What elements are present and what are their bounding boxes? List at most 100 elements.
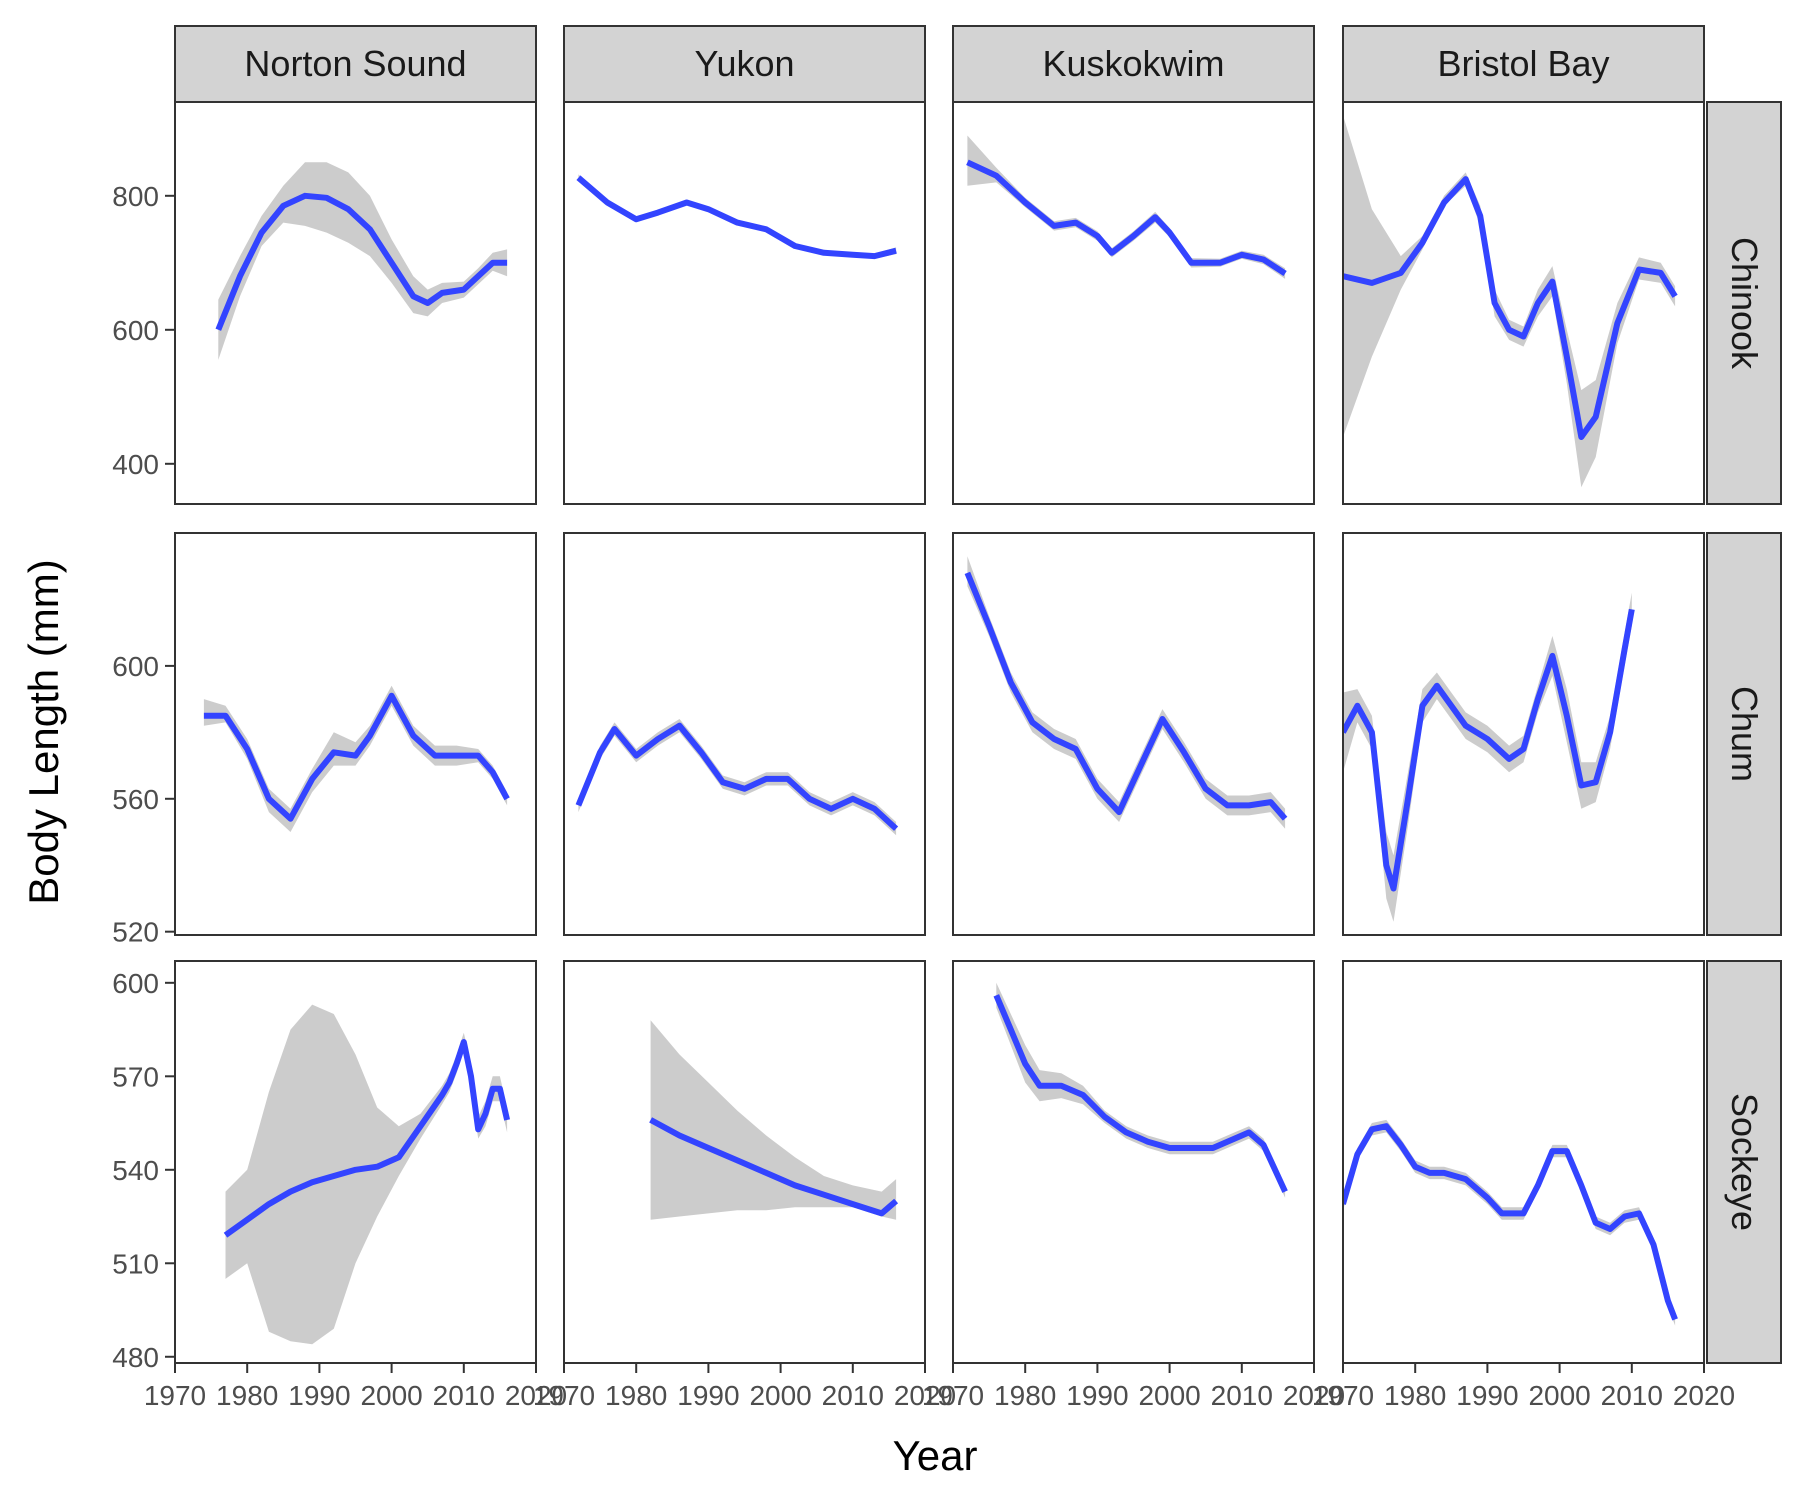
y-tick-label: 570: [112, 1061, 159, 1092]
panel-bristol-bay-chinook: [1342, 101, 1705, 505]
panel-kuskokwim-chum: [952, 532, 1315, 936]
x-tick-label: 1990: [288, 1380, 350, 1411]
panel-border: [952, 101, 1315, 505]
panel-border: [174, 960, 537, 1364]
x-tick-label: 2020: [1283, 1380, 1345, 1411]
y-tick-label: 510: [112, 1248, 159, 1279]
x-tick-label: 2020: [894, 1380, 956, 1411]
panel-norton-sound-chinook: [174, 101, 537, 505]
panel-border: [563, 960, 926, 1364]
panel-kuskokwim-chinook: [952, 101, 1315, 505]
series-line: [1343, 1123, 1678, 1321]
x-axis-title: Year: [893, 1432, 978, 1479]
y-tick-label: 600: [112, 968, 159, 999]
series-line: [215, 192, 508, 331]
x-tick-label: 1990: [1456, 1380, 1518, 1411]
y-tick-label: 600: [112, 651, 159, 682]
panel-border: [1342, 101, 1705, 505]
strip-label-chinook: Chinook: [1724, 237, 1765, 370]
panel-norton-sound-chum: [174, 532, 537, 936]
strip-chum: [1706, 532, 1782, 936]
x-tick-label: 2000: [749, 1380, 811, 1411]
x-tick-label: 1980: [994, 1380, 1056, 1411]
x-tick-label: 1990: [1066, 1380, 1128, 1411]
x-tick-label: 2020: [1673, 1380, 1735, 1411]
series-line: [993, 994, 1288, 1193]
panel-background: [1343, 533, 1704, 935]
strip-bristol-bay: [1342, 25, 1705, 103]
column-strips: Norton Sound Yukon Kuskokwim Bristol Bay: [174, 25, 1705, 103]
series-line: [223, 1039, 511, 1238]
series-line: [966, 159, 1287, 277]
y-tick-label: 560: [112, 784, 159, 815]
x-tick-label: 1990: [677, 1380, 739, 1411]
confidence-band: [225, 1004, 508, 1345]
panel-yukon-sockeye: [563, 960, 926, 1364]
strip-label-bristol-bay: Bristol Bay: [1437, 43, 1609, 84]
x-tick-label: 1980: [216, 1380, 278, 1411]
confidence-band: [650, 1020, 897, 1220]
y-tick-label: 480: [112, 1342, 159, 1373]
panel-border: [563, 532, 926, 936]
panel-border: [952, 960, 1315, 1364]
x-tick-label: 1980: [1384, 1380, 1446, 1411]
confidence-band: [578, 719, 897, 836]
panel-bristol-bay-chum: [1342, 532, 1705, 936]
x-tick-label: 2000: [1528, 1380, 1590, 1411]
panel-border: [563, 101, 926, 505]
series-line: [575, 722, 899, 831]
series-line: [964, 571, 1288, 821]
x-tick-label: 1970: [1312, 1380, 1374, 1411]
series-line: [649, 1117, 899, 1217]
x-tick-label: 2020: [505, 1380, 567, 1411]
series-line: [576, 175, 897, 260]
y-axes: 400 600 800 520 560 600 480 510 540 570 600: [112, 181, 175, 1373]
confidence-band: [203, 685, 508, 832]
strip-yukon: [563, 25, 926, 103]
x-tick-label: 2010: [822, 1380, 884, 1411]
strip-label-chum: Chum: [1724, 686, 1765, 782]
row-strips: Chinook Chum Sockeye: [1706, 101, 1782, 1364]
panel-background: [564, 533, 925, 935]
x-tick-label: 2010: [1601, 1380, 1663, 1411]
series-line: [1343, 176, 1678, 440]
confidence-band: [218, 162, 508, 360]
x-tick-label: 2010: [433, 1380, 495, 1411]
y-tick-label: 800: [112, 181, 159, 212]
panel-yukon-chinook: [563, 101, 926, 505]
strip-sockeye: [1706, 960, 1782, 1364]
panel-border: [1342, 960, 1705, 1364]
strip-norton-sound: [174, 25, 537, 103]
panel-background: [175, 533, 536, 935]
series-line: [203, 692, 510, 822]
panel-border: [952, 532, 1315, 936]
x-tick-label: 2000: [1138, 1380, 1200, 1411]
x-tick-label: 1980: [605, 1380, 667, 1411]
x-tick-label: 1970: [922, 1380, 984, 1411]
panel-kuskokwim-sockeye: [952, 960, 1315, 1364]
panel-background: [953, 102, 1314, 504]
y-tick-label: 540: [112, 1155, 159, 1186]
panel-border: [174, 101, 537, 505]
y-tick-label: 600: [112, 315, 159, 346]
panel-background: [564, 102, 925, 504]
y-tick-label: 400: [112, 449, 159, 480]
x-tick-label: 1970: [533, 1380, 595, 1411]
panel-bristol-bay-sockeye: [1342, 960, 1705, 1364]
y-tick-label: 520: [112, 917, 159, 948]
strip-label-yukon: Yukon: [694, 43, 794, 84]
panel-border: [174, 532, 537, 936]
confidence-band: [996, 982, 1286, 1198]
x-tick-label: 2000: [360, 1380, 422, 1411]
confidence-band: [967, 556, 1286, 829]
panels: [174, 101, 1705, 1364]
y-axis-title: Body Length (mm): [20, 559, 67, 904]
strip-label-kuskokwim: Kuskokwim: [1042, 43, 1224, 84]
series-line: [1343, 608, 1635, 892]
panel-background: [953, 533, 1314, 935]
confidence-band: [1343, 115, 1676, 488]
panel-yukon-chum: [563, 532, 926, 936]
strip-chinook: [1706, 101, 1782, 505]
